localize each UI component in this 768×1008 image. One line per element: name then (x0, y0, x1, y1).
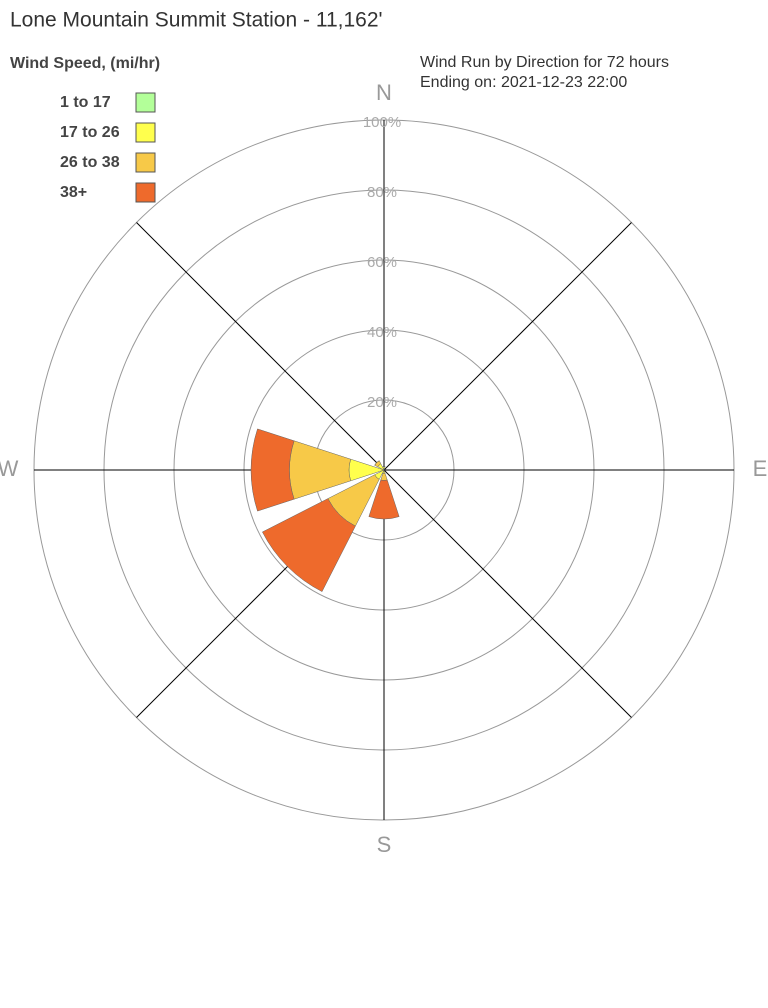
subtitle: Ending on: 2021-12-23 22:00 (420, 74, 627, 91)
r-tick-label: 40% (367, 324, 397, 341)
sector (262, 498, 356, 592)
direction-label: E (753, 456, 768, 481)
spoke (383, 222, 632, 471)
sector (250, 428, 295, 512)
legend-swatch (135, 182, 156, 203)
legend-label: 26 to 38 (60, 154, 120, 171)
legend-title: Wind Speed, (mi/hr) (10, 55, 160, 72)
subtitle: Wind Run by Direction for 72 hours (420, 54, 669, 71)
direction-label: W (0, 456, 19, 481)
sector (368, 479, 400, 520)
r-tick-label: 60% (367, 254, 397, 271)
legend-label: 17 to 26 (60, 124, 120, 141)
direction-label: N (376, 80, 392, 105)
legend-label: 38+ (60, 184, 87, 201)
spoke (383, 469, 632, 718)
legend-swatch (135, 152, 156, 173)
r-tick-label: 80% (367, 184, 397, 201)
spoke (136, 222, 385, 471)
legend-swatch (135, 122, 156, 143)
direction-label: S (377, 832, 392, 857)
legend-swatch (135, 92, 156, 113)
chart-title: Lone Mountain Summit Station - 11,162' (10, 9, 383, 32)
r-tick-label: 20% (367, 394, 397, 411)
legend-label: 1 to 17 (60, 94, 111, 111)
r-tick-label: 100% (363, 114, 401, 131)
sector (289, 440, 352, 500)
